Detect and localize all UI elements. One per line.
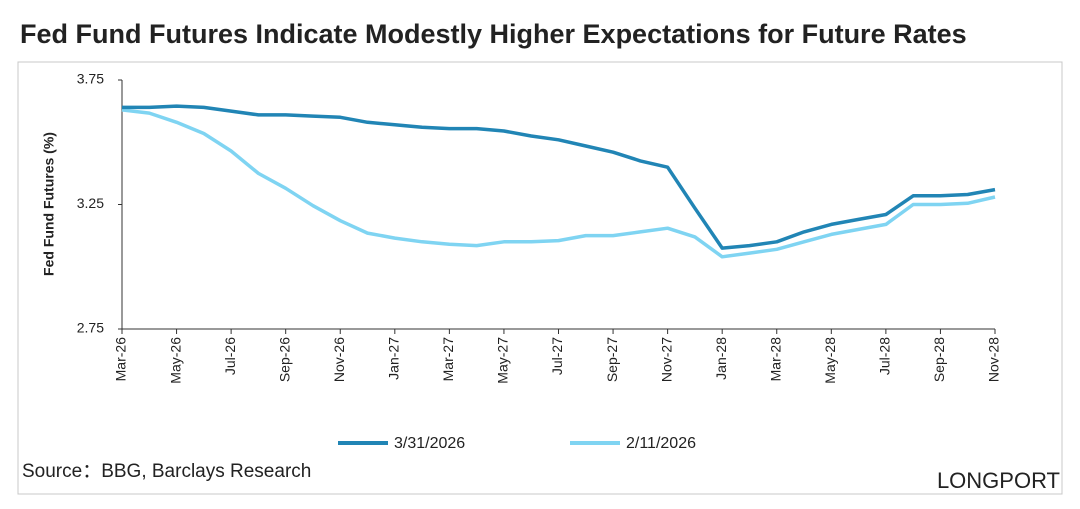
source: Source：BBG, Barclays Research xyxy=(22,461,311,482)
x-tick-label: Jul-26 xyxy=(222,337,238,375)
chart-title: Fed Fund Futures Indicate Modestly Highe… xyxy=(20,19,967,49)
x-tick-label: Nov-28 xyxy=(986,337,1002,382)
x-tick-label: Jul-27 xyxy=(549,337,565,375)
x-tick-label: May-28 xyxy=(822,337,838,384)
y-axis-label: Fed Fund Futures (%) xyxy=(41,132,57,276)
x-tick-label: Nov-26 xyxy=(331,337,347,382)
legend-label: 2/11/2026 xyxy=(626,435,696,452)
x-tick-label: May-27 xyxy=(495,337,511,384)
watermark: LONGPORT xyxy=(937,468,1060,493)
x-tick-label: Jan-27 xyxy=(386,337,402,380)
x-tick-label: Sep-26 xyxy=(276,337,292,382)
frame xyxy=(17,61,1063,495)
x-tick-label: Mar-26 xyxy=(113,337,129,382)
series-line xyxy=(122,104,996,250)
y-tick-label: 3.25 xyxy=(77,195,104,211)
x-tick-label: Mar-27 xyxy=(440,337,456,382)
x-tick-label: Jul-28 xyxy=(877,337,893,375)
legend-label: 3/31/2026 xyxy=(394,435,465,452)
x-tick-label: Mar-28 xyxy=(767,337,783,382)
x-tick-label: Sep-28 xyxy=(931,337,947,382)
y-tick-label: 3.75 xyxy=(77,71,104,87)
y-tick-label: 2.75 xyxy=(77,320,104,336)
x-tick-label: Jan-28 xyxy=(713,337,729,380)
series-line xyxy=(121,108,996,259)
x-tick-label: May-26 xyxy=(167,337,183,384)
x-tick-label: Nov-27 xyxy=(658,337,674,382)
x-tick-label: Sep-27 xyxy=(604,337,620,382)
